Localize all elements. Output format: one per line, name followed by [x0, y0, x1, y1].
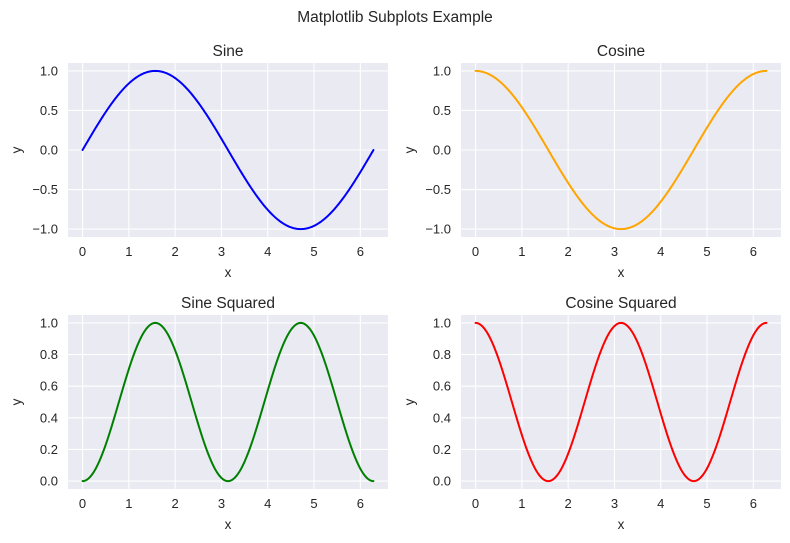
cosine-y-tick-label: −0.5	[425, 182, 451, 197]
cosine-subplot: 0 1 2 3 4 5 6 1.0 0.5 0.0 −0.5 −1.0 Cosine x y	[402, 43, 781, 280]
cosine-squared-x-tick-label: 0	[472, 496, 479, 511]
sine-squared-x-tick-label: 2	[172, 496, 179, 511]
sine-squared-x-tick-label: 0	[79, 496, 86, 511]
cosine-y-tick-label: 1.0	[433, 63, 451, 78]
cosine-squared-x-tick-label: 4	[657, 496, 664, 511]
figure-title: Matplotlib Subplots Example	[297, 9, 493, 26]
sine-squared-x-axis-label: x	[225, 517, 232, 532]
cosine-squared-x-axis-label: x	[618, 517, 625, 532]
cosine-squared-x-tick-label: 2	[565, 496, 572, 511]
sine-series-line	[81, 69, 375, 231]
sine-squared-title: Sine Squared	[181, 295, 275, 312]
sine-y-tick-label: 0.5	[40, 103, 58, 118]
sine-title: Sine	[212, 43, 243, 60]
cosine-squared-series-line	[474, 321, 768, 483]
cosine-y-axis-label: y	[402, 146, 417, 153]
sine-squared-x-tick-label: 3	[218, 496, 225, 511]
cosine-series-line	[474, 69, 768, 231]
sine-squared-y-tick-label: 0.4	[40, 410, 58, 425]
sine-x-tick-label: 1	[125, 244, 132, 259]
sine-y-tick-label: 0.0	[40, 143, 58, 158]
sine-x-axis-label: x	[225, 265, 232, 280]
sine-x-tick-label: 4	[264, 244, 271, 259]
cosine-squared-y-tick-label: 0.4	[433, 410, 451, 425]
sine-x-tick-label: 5	[310, 244, 317, 259]
sine-y-tick-label: 1.0	[40, 63, 58, 78]
sine-squared-y-tick-label: 1.0	[40, 315, 58, 330]
sine-squared-y-tick-label: 0.8	[40, 347, 58, 362]
cosine-squared-y-axis-label: y	[402, 398, 417, 405]
cosine-x-tick-label: 5	[703, 244, 710, 259]
cosine-y-tick-label: −1.0	[425, 222, 451, 237]
cosine-squared-x-tick-label: 6	[750, 496, 757, 511]
cosine-x-tick-label: 2	[565, 244, 572, 259]
cosine-x-tick-label: 3	[611, 244, 618, 259]
sine-squared-series-line	[81, 321, 375, 483]
cosine-x-tick-label: 4	[657, 244, 664, 259]
cosine-squared-subplot: 0 1 2 3 4 5 6 1.0 0.8 0.6 0.4 0.2 0.0 Cosine Squared x…	[402, 295, 781, 532]
cosine-squared-y-tick-label: 1.0	[433, 315, 451, 330]
sine-subplot: 0 1 2 3 4 5 6 1.0 0.5 0.0 −0.5 −1.0 Sine x y	[9, 43, 388, 280]
cosine-y-tick-label: 0.0	[433, 143, 451, 158]
sine-squared-x-tick-label: 6	[357, 496, 364, 511]
sine-squared-y-axis-label: y	[9, 398, 24, 405]
sine-squared-x-tick-label: 1	[125, 496, 132, 511]
cosine-squared-x-tick-label: 3	[611, 496, 618, 511]
sine-squared-y-tick-label: 0.2	[40, 442, 58, 457]
sine-squared-x-tick-label: 4	[264, 496, 271, 511]
sine-x-tick-label: 0	[79, 244, 86, 259]
cosine-x-tick-label: 6	[750, 244, 757, 259]
cosine-x-axis-label: x	[618, 265, 625, 280]
cosine-squared-x-tick-label: 1	[518, 496, 525, 511]
cosine-squared-y-tick-label: 0.6	[433, 379, 451, 394]
sine-y-axis-label: y	[9, 146, 24, 153]
sine-x-tick-label: 6	[357, 244, 364, 259]
sine-squared-subplot: 0 1 2 3 4 5 6 1.0 0.8 0.6 0.4 0.2 0.0 Sine Squared x y	[9, 295, 388, 532]
cosine-squared-y-tick-label: 0.8	[433, 347, 451, 362]
sine-y-tick-label: −0.5	[32, 182, 58, 197]
cosine-squared-y-tick-label: 0.0	[433, 474, 451, 489]
cosine-x-tick-label: 0	[472, 244, 479, 259]
cosine-squared-y-tick-label: 0.2	[433, 442, 451, 457]
sine-squared-y-tick-label: 0.6	[40, 379, 58, 394]
cosine-squared-plot-area	[461, 315, 781, 489]
cosine-y-tick-label: 0.5	[433, 103, 451, 118]
sine-x-tick-label: 2	[172, 244, 179, 259]
cosine-squared-title: Cosine Squared	[565, 295, 676, 312]
cosine-x-tick-label: 1	[518, 244, 525, 259]
sine-x-tick-label: 3	[218, 244, 225, 259]
cosine-squared-x-tick-label: 5	[703, 496, 710, 511]
sine-squared-y-tick-label: 0.0	[40, 474, 58, 489]
sine-y-tick-label: −1.0	[32, 222, 58, 237]
sine-squared-plot-area	[68, 315, 388, 489]
sine-squared-x-tick-label: 5	[310, 496, 317, 511]
cosine-title: Cosine	[597, 43, 645, 60]
